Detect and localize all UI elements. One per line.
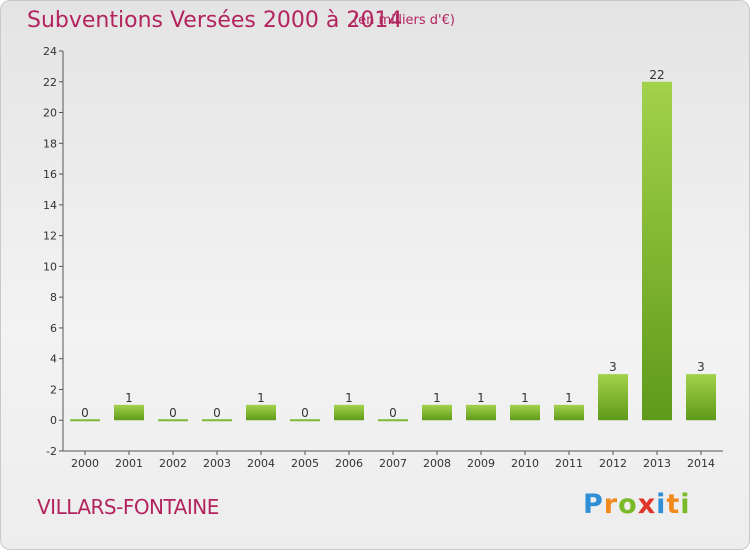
data-label: 1 <box>565 391 573 405</box>
bar <box>598 374 628 421</box>
logo-letter: i <box>656 489 667 520</box>
logo-letter: o <box>618 489 638 520</box>
bar <box>422 404 452 421</box>
y-tick-label: 18 <box>43 137 57 150</box>
commune-name: VILLARS-FONTAINE <box>37 495 219 519</box>
x-tick-label: 2007 <box>379 457 407 470</box>
data-label: 1 <box>345 391 353 405</box>
y-tick-label: 4 <box>50 353 57 366</box>
y-tick-label: 8 <box>50 291 57 304</box>
data-label: 0 <box>389 406 397 420</box>
logo-letter: x <box>637 489 657 520</box>
bar <box>554 404 584 421</box>
y-tick-label: -2 <box>46 445 57 458</box>
data-label: 1 <box>433 391 441 405</box>
bar <box>334 404 364 421</box>
x-tick-label: 2000 <box>71 457 99 470</box>
x-tick-label: 2002 <box>159 457 187 470</box>
logo-letter: i <box>680 489 691 520</box>
y-tick-label: 12 <box>43 230 57 243</box>
x-tick-label: 2005 <box>291 457 319 470</box>
data-label: 0 <box>213 406 221 420</box>
proxiti-logo[interactable]: Proxiti <box>583 489 691 520</box>
chart-subtitle: (en milliers d'€) <box>353 13 455 28</box>
x-tick-label: 2010 <box>511 457 539 470</box>
logo-letter: t <box>666 489 681 520</box>
data-label: 1 <box>521 391 529 405</box>
x-tick-label: 2004 <box>247 457 275 470</box>
y-tick-label: 6 <box>50 322 57 335</box>
logo-letter: P <box>583 489 604 520</box>
chart-title: Subventions Versées 2000 à 2014 <box>27 8 403 33</box>
x-tick-label: 2006 <box>335 457 363 470</box>
x-tick-label: 2012 <box>599 457 627 470</box>
bar <box>686 374 716 421</box>
y-tick-label: 24 <box>43 45 57 58</box>
bar <box>466 404 496 421</box>
bars-group <box>70 81 716 422</box>
x-tick-label: 2008 <box>423 457 451 470</box>
bar <box>510 404 540 421</box>
data-label: 1 <box>257 391 265 405</box>
x-tick-label: 2003 <box>203 457 231 470</box>
y-tick-label: 2 <box>50 383 57 396</box>
logo-letter: r <box>603 489 619 520</box>
bar <box>246 404 276 421</box>
data-label: 0 <box>301 406 309 420</box>
x-tick-label: 2001 <box>115 457 143 470</box>
data-label: 3 <box>609 360 617 374</box>
data-label: 0 <box>169 406 177 420</box>
data-labels-group: 0 1 0 0 1 0 1 0 1 1 1 1 3 22 3 <box>81 68 705 420</box>
data-label: 1 <box>477 391 485 405</box>
y-tick-label: 16 <box>43 168 57 181</box>
y-tick-label: 10 <box>43 260 57 273</box>
data-label: 3 <box>697 360 705 374</box>
x-tick-label: 2009 <box>467 457 495 470</box>
y-tick-label: 0 <box>50 414 57 427</box>
bar <box>114 404 144 421</box>
x-tick-label: 2013 <box>643 457 671 470</box>
x-tick-label: 2011 <box>555 457 583 470</box>
data-label: 22 <box>649 68 664 82</box>
bar <box>642 81 672 421</box>
data-label: 1 <box>125 391 133 405</box>
x-tick-label: 2014 <box>687 457 715 470</box>
y-tick-label: 20 <box>43 107 57 120</box>
data-label: 0 <box>81 406 89 420</box>
y-tick-label: 22 <box>43 76 57 89</box>
y-tick-label: 14 <box>43 199 57 212</box>
